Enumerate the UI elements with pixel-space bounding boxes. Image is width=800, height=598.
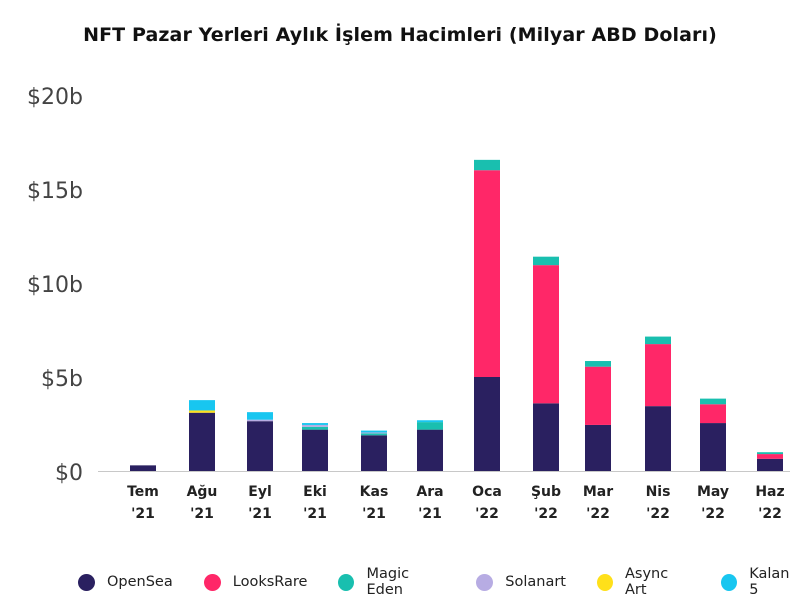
bar-segment-kalan-5 (302, 423, 328, 425)
x-tick-label-month: Eyl (248, 484, 272, 500)
x-tick-label-month: Ağu (187, 484, 218, 500)
bar-segment-kalan-5 (247, 412, 273, 420)
x-tick-label-month: Haz (755, 484, 784, 500)
bar-segment-opensea (757, 458, 783, 471)
legend-item: Kalan 5 (721, 566, 800, 598)
stacked-bar-chart: $0 $5b $10b $15b $20b Tem '21 Ağu '21 Eyl '21 Eki '2… (27, 85, 790, 522)
bar-segment-looksrare (700, 404, 726, 424)
x-tick-label-year: '22 (701, 506, 725, 522)
legend-label: Kalan 5 (749, 566, 790, 598)
bar-segment-solanart (247, 419, 273, 422)
x-tick-label-month: Eki (303, 484, 327, 500)
legend-label: Async Art (624, 566, 669, 598)
legend-swatch (597, 573, 613, 591)
y-tick-label: $10b (27, 273, 83, 298)
bar-segment-magic-eden (585, 361, 611, 367)
x-tick-label-month: Şub (531, 484, 561, 500)
x-tick-label-month: Kas (360, 484, 389, 500)
legend-swatch (721, 573, 738, 591)
bar-segment-magic-eden (700, 398, 726, 405)
x-tick-label-month: Ara (416, 484, 443, 500)
x-tick-label-year: '22 (475, 506, 499, 522)
legend-swatch (476, 573, 494, 591)
bar-segment-opensea (533, 403, 559, 471)
bar-segment-magic-eden (645, 336, 671, 345)
bar-segment-opensea (247, 421, 273, 471)
legend-swatch (78, 573, 95, 591)
legend-item: Magic Eden (338, 566, 445, 598)
x-tick-label-year: '21 (418, 506, 442, 522)
bar-segment-opensea (417, 429, 443, 471)
bar-segment-solanart (361, 432, 387, 434)
bar-segment-opensea (189, 412, 215, 471)
x-tick-label-month: Mar (583, 484, 613, 500)
legend-label: Solanart (505, 574, 566, 590)
bar-segment-looksrare (645, 344, 671, 407)
legend-swatch (203, 573, 221, 591)
x-tick-label-month: Oca (472, 484, 502, 500)
bar-segment-kalan-5 (417, 420, 443, 423)
y-tick-label: $0 (55, 461, 83, 486)
x-tick-label-month: Nis (646, 484, 671, 500)
x-tick-label-year: '21 (248, 506, 272, 522)
bar-segment-kalan-5 (189, 400, 215, 411)
legend-label: OpenSea (107, 574, 173, 590)
x-tick-label-year: '21 (303, 506, 327, 522)
bar-segment-kalan-5 (361, 430, 387, 433)
y-tick-label: $20b (27, 85, 83, 110)
x-tick-label-year: '22 (646, 506, 670, 522)
x-tick-label-year: '22 (758, 506, 782, 522)
bar-segment-opensea (130, 465, 156, 471)
bar-segment-magic-eden (302, 426, 328, 430)
x-tick-label-year: '22 (586, 506, 610, 522)
bar-segment-magic-eden (361, 433, 387, 436)
legend-item: OpenSea (78, 573, 173, 591)
bar-segment-magic-eden (417, 422, 443, 430)
bar-segment-opensea (302, 429, 328, 471)
bar-segment-opensea (645, 406, 671, 471)
bar-segment-looksrare (533, 265, 559, 404)
x-tick-label-month: May (697, 484, 729, 500)
chart-title: NFT Pazar Yerleri Aylık İşlem Hacimleri … (83, 24, 717, 46)
bar-segment-solanart (302, 424, 328, 427)
legend-item: Solanart (476, 573, 566, 591)
bar-segment-looksrare (474, 170, 500, 377)
bar-segment-magic-eden (533, 256, 559, 266)
bar-segment-magic-eden (474, 159, 500, 171)
legend-item: Async Art (597, 566, 690, 598)
bar-segment-looksrare (585, 366, 611, 425)
x-tick-label-year: '22 (534, 506, 558, 522)
bar-segment-opensea (361, 435, 387, 471)
bar-segment-async-art (189, 410, 215, 413)
bar-segment-opensea (700, 423, 726, 471)
x-tick-label-year: '21 (190, 506, 214, 522)
y-tick-label: $5b (41, 367, 83, 392)
legend-item: LooksRare (203, 573, 308, 591)
x-tick-label-month: Tem (127, 484, 159, 500)
chart-legend: OpenSea LooksRare Magic Eden Solanart Async … (78, 566, 800, 598)
bar-segment-opensea (585, 424, 611, 471)
legend-label: LooksRare (232, 574, 308, 590)
bar-segment-looksrare (757, 454, 783, 459)
bar-segment-magic-eden (757, 452, 783, 455)
legend-label: Magic Eden (366, 566, 410, 598)
bar-segment-opensea (474, 377, 500, 471)
legend-swatch (338, 573, 355, 591)
x-tick-label-year: '21 (362, 506, 386, 522)
y-tick-label: $15b (27, 179, 83, 204)
x-tick-label-year: '21 (131, 506, 155, 522)
